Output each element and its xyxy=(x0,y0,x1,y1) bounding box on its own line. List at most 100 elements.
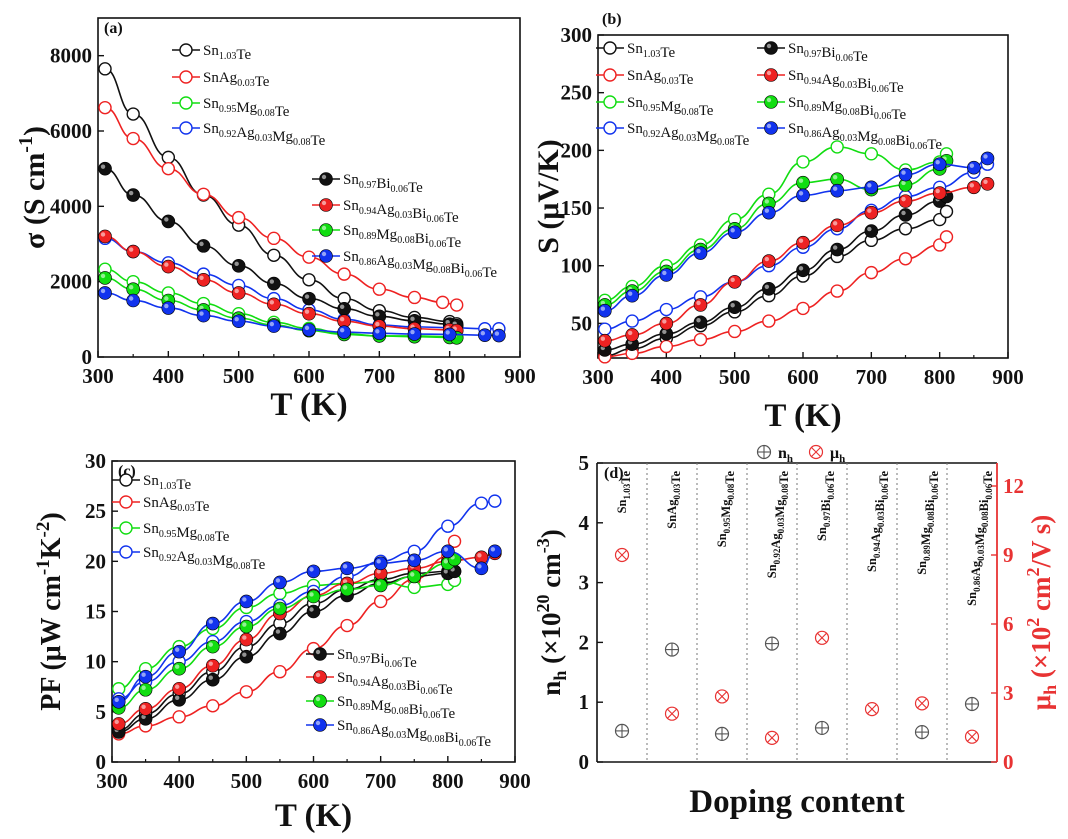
d-ytick-label: 1 xyxy=(579,690,590,714)
b-legend-label-part: 0.94 xyxy=(804,76,822,87)
c-legend-marker-hl xyxy=(315,720,321,726)
c-ytick-label: 10 xyxy=(85,650,106,674)
d-category-label-part: SnAg xyxy=(665,499,679,529)
a-legend-label-part: Te xyxy=(444,210,459,226)
a-point-highlight xyxy=(375,312,380,317)
d-muh-point-d2 xyxy=(767,732,777,743)
c-ylabel-sup1: -1 xyxy=(33,559,54,575)
c-point-filled xyxy=(205,672,220,687)
d-category-label-part: 0.94 xyxy=(872,542,882,558)
b-legend-label-part: Bi xyxy=(860,103,874,119)
c-point-filled xyxy=(306,604,321,619)
d-legend-nh-base: n xyxy=(778,445,787,462)
b-point-highlight xyxy=(798,191,804,196)
a-legend-marker xyxy=(319,223,333,237)
b-legend-marker-hl xyxy=(766,43,772,49)
b-point-highlight xyxy=(867,183,872,188)
a-legend-label-part: Te xyxy=(482,265,497,281)
a-point-highlight xyxy=(100,164,106,169)
b-legend-label: Sn0.97Bi0.06Te xyxy=(788,41,868,65)
a-point-open xyxy=(98,100,112,115)
a-legend-label-part: Sn xyxy=(203,121,219,137)
b-point-highlight xyxy=(798,266,804,271)
c-point-highlight xyxy=(208,619,213,624)
a-legend-label: Sn0.97Bi0.06Te xyxy=(343,172,423,196)
c-point-highlight xyxy=(309,567,314,572)
b-point-open xyxy=(939,204,954,219)
c-point-highlight xyxy=(275,629,281,634)
d-category-label-part: Bi xyxy=(873,499,887,511)
c-legend-label-part: 0.97 xyxy=(353,655,371,666)
b-point-highlight xyxy=(983,179,988,185)
d-category-label-part: 0.08 xyxy=(726,483,736,499)
b-point-open xyxy=(898,252,913,266)
c-point-open xyxy=(488,494,502,508)
d-category-label-part: Ag xyxy=(769,533,783,549)
d-legend-muh-label: μh xyxy=(830,445,845,465)
a-legend-label-part: 0.92 xyxy=(219,129,237,140)
a-point-open xyxy=(435,295,450,310)
c-legend-label-part: Te xyxy=(251,557,266,573)
c-point-highlight xyxy=(174,664,180,669)
b-point-open xyxy=(939,230,954,244)
a-point-open xyxy=(337,267,351,281)
b-legend-marker xyxy=(603,121,617,135)
a-point-highlight xyxy=(304,309,310,314)
a-xtick-label: 300 xyxy=(82,364,114,388)
c-ytick-label: 5 xyxy=(96,700,107,724)
b-point-filled xyxy=(796,263,810,278)
c-legend-label-part: Mg xyxy=(406,726,427,742)
b-point-filled xyxy=(727,275,742,289)
b-point-filled xyxy=(693,298,708,312)
b-point-filled xyxy=(864,180,879,195)
a-point-highlight xyxy=(164,303,169,309)
b-point-highlight xyxy=(969,183,975,188)
c-ytick-label: 15 xyxy=(85,600,106,624)
a-ylabel-sup: -1 xyxy=(15,136,37,153)
a-point-filled xyxy=(478,328,492,342)
d-ytick-label: 4 xyxy=(579,511,590,535)
c-legend-label: Sn0.94Ag0.03Bi0.06Te xyxy=(337,670,453,698)
a-legend-label-part: Sn xyxy=(343,198,359,214)
b-point-filled xyxy=(762,281,776,296)
a-point-filled xyxy=(196,272,211,287)
c-legend-label-part: 0.03 xyxy=(389,682,407,693)
b-legend-label-part: Sn xyxy=(788,41,804,57)
a-legend-label-part: 0.08 xyxy=(433,265,451,276)
b-legend-marker xyxy=(764,68,778,82)
d-y-axis-label: nh (×1020 cm-3) xyxy=(533,529,570,695)
c-legend-label-part: 0.03 xyxy=(195,557,213,568)
c-point-highlight xyxy=(242,622,247,627)
c-point-highlight xyxy=(114,719,119,725)
a-point-filled xyxy=(337,301,351,316)
b-series-line-4 xyxy=(604,195,947,351)
a-point-open xyxy=(407,290,422,305)
c-point-highlight xyxy=(141,685,146,690)
d-y2label-mid: (×10 xyxy=(1026,627,1056,685)
a-point-filled xyxy=(126,293,140,308)
d-category-label-part: 0.06 xyxy=(930,483,940,499)
a-point-open xyxy=(302,273,316,287)
c-legend-label: Sn1.03Te xyxy=(143,473,191,493)
b-point-highlight xyxy=(730,228,735,233)
b-point-highlight xyxy=(730,277,735,283)
c-legend-label-part: 0.86 xyxy=(353,726,371,737)
d-category-label: Sn0.94Ag0.03Bi0.06Te xyxy=(865,471,891,572)
a-xtick-label: 400 xyxy=(153,364,185,388)
c-legend-label-part: 0.06 xyxy=(420,686,438,697)
c-legend-label-part: 0.94 xyxy=(353,678,371,689)
a-point-filled xyxy=(231,314,246,329)
a-point-highlight xyxy=(128,296,134,301)
b-point-open xyxy=(830,140,844,154)
d-category-label-part: Te xyxy=(777,471,791,484)
b-point-highlight xyxy=(600,336,606,341)
b-point-filled xyxy=(980,151,995,166)
b-ytick-label: 150 xyxy=(561,196,593,220)
d-ytick-label: 2 xyxy=(579,630,590,654)
d-category-label-part: 0.06 xyxy=(984,483,994,499)
a-xtick-label: 800 xyxy=(434,364,466,388)
b-point-open xyxy=(762,314,776,328)
a-legend-label-part: 0.06 xyxy=(465,269,483,280)
a-point-filled xyxy=(196,239,211,253)
